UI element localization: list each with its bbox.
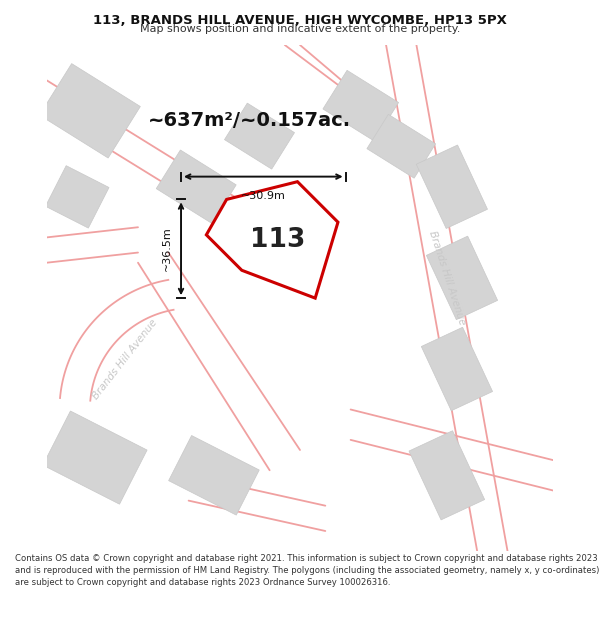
Text: Map shows position and indicative extent of the property.: Map shows position and indicative extent…	[140, 24, 460, 34]
Text: ~637m²/~0.157ac.: ~637m²/~0.157ac.	[148, 111, 351, 131]
Polygon shape	[224, 103, 295, 169]
Polygon shape	[156, 150, 236, 224]
Text: ~30.9m: ~30.9m	[241, 191, 286, 201]
Text: Contains OS data © Crown copyright and database right 2021. This information is : Contains OS data © Crown copyright and d…	[15, 554, 599, 587]
Text: 113: 113	[250, 227, 305, 253]
Polygon shape	[367, 114, 436, 178]
Text: Brands Hill Avenue: Brands Hill Avenue	[427, 229, 467, 326]
Polygon shape	[40, 64, 140, 158]
Polygon shape	[46, 166, 109, 228]
Text: Brands Hill Avenue: Brands Hill Avenue	[91, 317, 160, 401]
Text: ~36.5m: ~36.5m	[162, 226, 172, 271]
Polygon shape	[427, 236, 497, 319]
Polygon shape	[416, 145, 487, 229]
Polygon shape	[169, 436, 259, 515]
Polygon shape	[323, 71, 398, 141]
Polygon shape	[409, 431, 485, 520]
Polygon shape	[43, 411, 147, 504]
Text: 113, BRANDS HILL AVENUE, HIGH WYCOMBE, HP13 5PX: 113, BRANDS HILL AVENUE, HIGH WYCOMBE, H…	[93, 14, 507, 26]
Polygon shape	[421, 328, 493, 411]
Polygon shape	[206, 182, 338, 298]
